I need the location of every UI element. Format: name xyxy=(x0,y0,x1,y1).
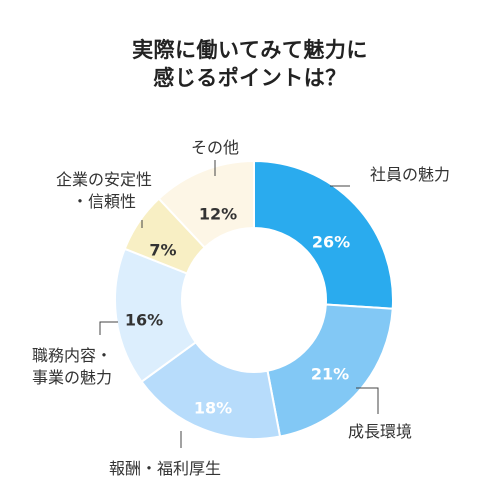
slice-category-label: その他 xyxy=(191,138,239,157)
slice-category-label: 社員の魅力 xyxy=(370,165,450,184)
slice-value-label: 16% xyxy=(125,311,163,330)
slice-category-label: 成長環境 xyxy=(348,422,412,441)
slice-category-label: 企業の安定性・信頼性 xyxy=(56,170,152,211)
slice-value-label: 18% xyxy=(194,399,232,418)
slice-value-label: 7% xyxy=(149,241,176,260)
slice-value-label: 12% xyxy=(199,205,237,224)
donut-slice xyxy=(157,159,255,249)
slice-value-label: 21% xyxy=(311,365,349,384)
chart-title-line-2: 感じるポイントは？ xyxy=(153,66,347,90)
donut-slice xyxy=(266,303,394,438)
slice-category-label: 職務内容・事業の魅力 xyxy=(32,346,112,387)
leader-line xyxy=(99,321,118,335)
donut-slice xyxy=(253,159,394,310)
donut-slice xyxy=(140,340,282,440)
slice-category-label: 報酬・福利厚生 xyxy=(109,459,221,478)
leader-line xyxy=(356,387,379,414)
chart-title-line-1: 実際に働いてみて魅力に xyxy=(132,38,368,62)
slice-value-label: 26% xyxy=(312,233,350,252)
